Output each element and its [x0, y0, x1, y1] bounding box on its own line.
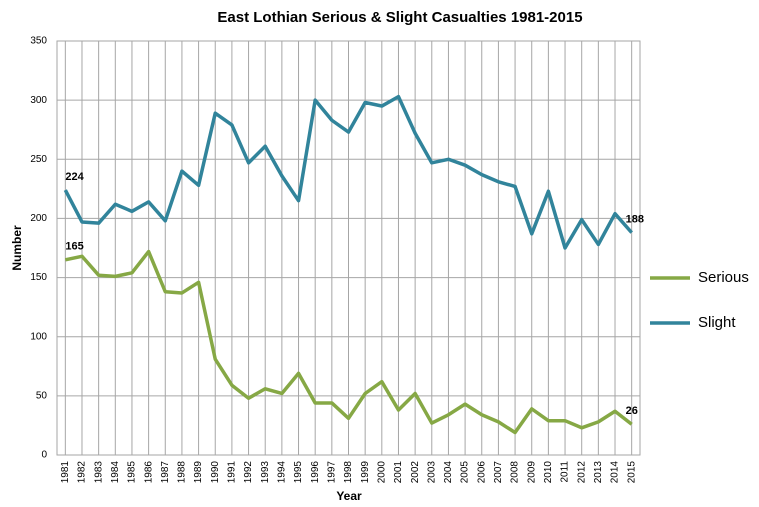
x-tick-label: 1985 [127, 461, 138, 484]
x-tick-label: 1986 [143, 461, 154, 484]
x-tick-label: 2013 [593, 461, 604, 484]
data-label: 26 [626, 405, 638, 417]
y-tick-label: 150 [30, 272, 47, 283]
data-label: 224 [65, 171, 84, 183]
legend-label: Slight [698, 314, 736, 331]
y-axis-label: Number [10, 225, 24, 271]
legend-label: Serious [698, 269, 749, 286]
x-tick-label: 2012 [576, 461, 587, 484]
series-line [64, 249, 633, 435]
x-tick-label: 1999 [360, 461, 371, 484]
y-tick-label: 50 [36, 390, 48, 401]
chart-title: East Lothian Serious & Slight Casualties… [217, 9, 582, 26]
x-tick-label: 1998 [343, 461, 354, 484]
x-tick-label: 2006 [476, 461, 487, 484]
x-tick-label: 1989 [193, 461, 204, 484]
y-tick-label: 300 [30, 95, 47, 106]
data-label: 165 [65, 241, 83, 253]
x-tick-label: 2002 [410, 461, 421, 484]
x-axis-label: Year [336, 489, 362, 503]
y-tick-label: 250 [30, 154, 47, 165]
x-tick-label: 1983 [93, 461, 104, 484]
x-tick-label: 1994 [277, 461, 288, 484]
y-tick-label: 350 [30, 36, 47, 47]
x-tick-label: 2000 [376, 461, 387, 484]
x-tick-label: 1993 [260, 461, 271, 484]
x-tick-label: 2009 [526, 461, 537, 484]
y-tick-label: 0 [41, 450, 47, 461]
x-tick-label: 2008 [510, 461, 521, 484]
x-tick-label: 1982 [77, 461, 88, 484]
x-tick-label: 2014 [610, 461, 621, 484]
x-tick-label: 2005 [460, 461, 471, 484]
x-tick-label: 1984 [110, 461, 121, 484]
x-tick-label: 1990 [210, 461, 221, 484]
x-tick-label: 2004 [443, 461, 454, 484]
x-tick-label: 1996 [310, 461, 321, 484]
data-label: 188 [626, 214, 644, 226]
x-tick-label: 1991 [227, 461, 238, 484]
x-tick-label: 2001 [393, 461, 404, 484]
x-tick-label: 1988 [177, 461, 188, 484]
x-tick-label: 2010 [543, 461, 554, 484]
x-tick-label: 1992 [243, 461, 254, 484]
x-tick-label: 1997 [326, 461, 337, 484]
y-tick-label: 200 [30, 213, 47, 224]
x-tick-label: 1987 [160, 461, 171, 484]
y-tick-label: 100 [30, 331, 47, 342]
x-tick-label: 2003 [426, 461, 437, 484]
series-line [63, 94, 633, 250]
x-tick-label: 1981 [60, 461, 71, 484]
x-tick-label: 1995 [293, 461, 304, 484]
x-tick-label: 2011 [560, 461, 571, 483]
x-tick-label: 2015 [626, 461, 637, 484]
x-tick-label: 2007 [493, 461, 504, 484]
